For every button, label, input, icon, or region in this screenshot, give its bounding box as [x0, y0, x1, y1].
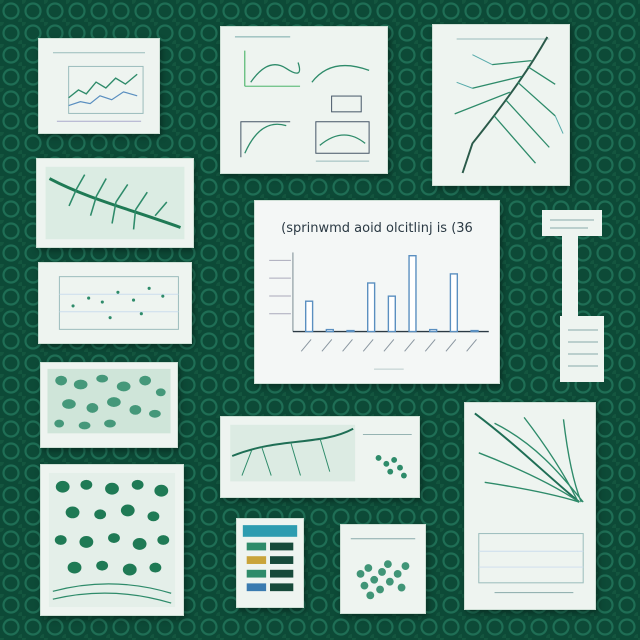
bar-chart [269, 252, 489, 370]
bar-6 [429, 328, 438, 333]
scatter-grid-card [38, 262, 192, 344]
x-tick-label-6 [424, 339, 436, 352]
diagram-icon [234, 36, 370, 162]
tall-tag-card [540, 208, 604, 382]
bar-8 [470, 329, 479, 333]
x-tick-label-7 [445, 339, 457, 352]
x-tick-label-3 [362, 339, 374, 352]
x-tick-label-1 [321, 339, 333, 352]
fern-card [36, 158, 194, 248]
diagram-sketches-card [220, 26, 388, 174]
cell-pattern-large-card [40, 464, 184, 616]
bar-1 [325, 328, 334, 333]
bar-4 [387, 295, 396, 333]
x-tick-label-0 [300, 339, 312, 352]
bar-2 [346, 329, 355, 333]
cells-icon [48, 472, 176, 608]
scatter-icon [58, 276, 179, 330]
x-tick-label-4 [383, 339, 395, 352]
cell-pattern-card [40, 362, 178, 448]
grass-chart-card [464, 402, 596, 610]
leaf-vein-card [432, 24, 570, 186]
leaf-samples-card [220, 416, 420, 498]
bar-0 [304, 300, 314, 333]
x-tick-label-8 [466, 339, 477, 352]
color-table-card [236, 518, 304, 608]
fern-icon [45, 166, 185, 240]
chart-title: (sprinwmd aoid olcitlinj is (36 [281, 221, 473, 236]
table-icon [242, 525, 298, 592]
grass-icon [474, 412, 584, 594]
main-bar-chart-card: (sprinwmd aoid olcitlinj is (36 [254, 200, 500, 384]
line-chart-icon [52, 52, 146, 122]
leaf-icon [230, 424, 412, 482]
tag-icon [542, 210, 604, 382]
line-chart-card [38, 38, 160, 134]
x-tick-label-2 [342, 339, 353, 352]
cluster-sample-card [340, 524, 426, 614]
leaf-icon [454, 36, 564, 174]
cells-icon [47, 368, 171, 434]
bar-3 [367, 282, 376, 333]
cluster-icon [350, 538, 416, 600]
x-tick-label-5 [404, 339, 415, 352]
bar-7 [449, 273, 459, 333]
bar-5 [408, 255, 417, 333]
